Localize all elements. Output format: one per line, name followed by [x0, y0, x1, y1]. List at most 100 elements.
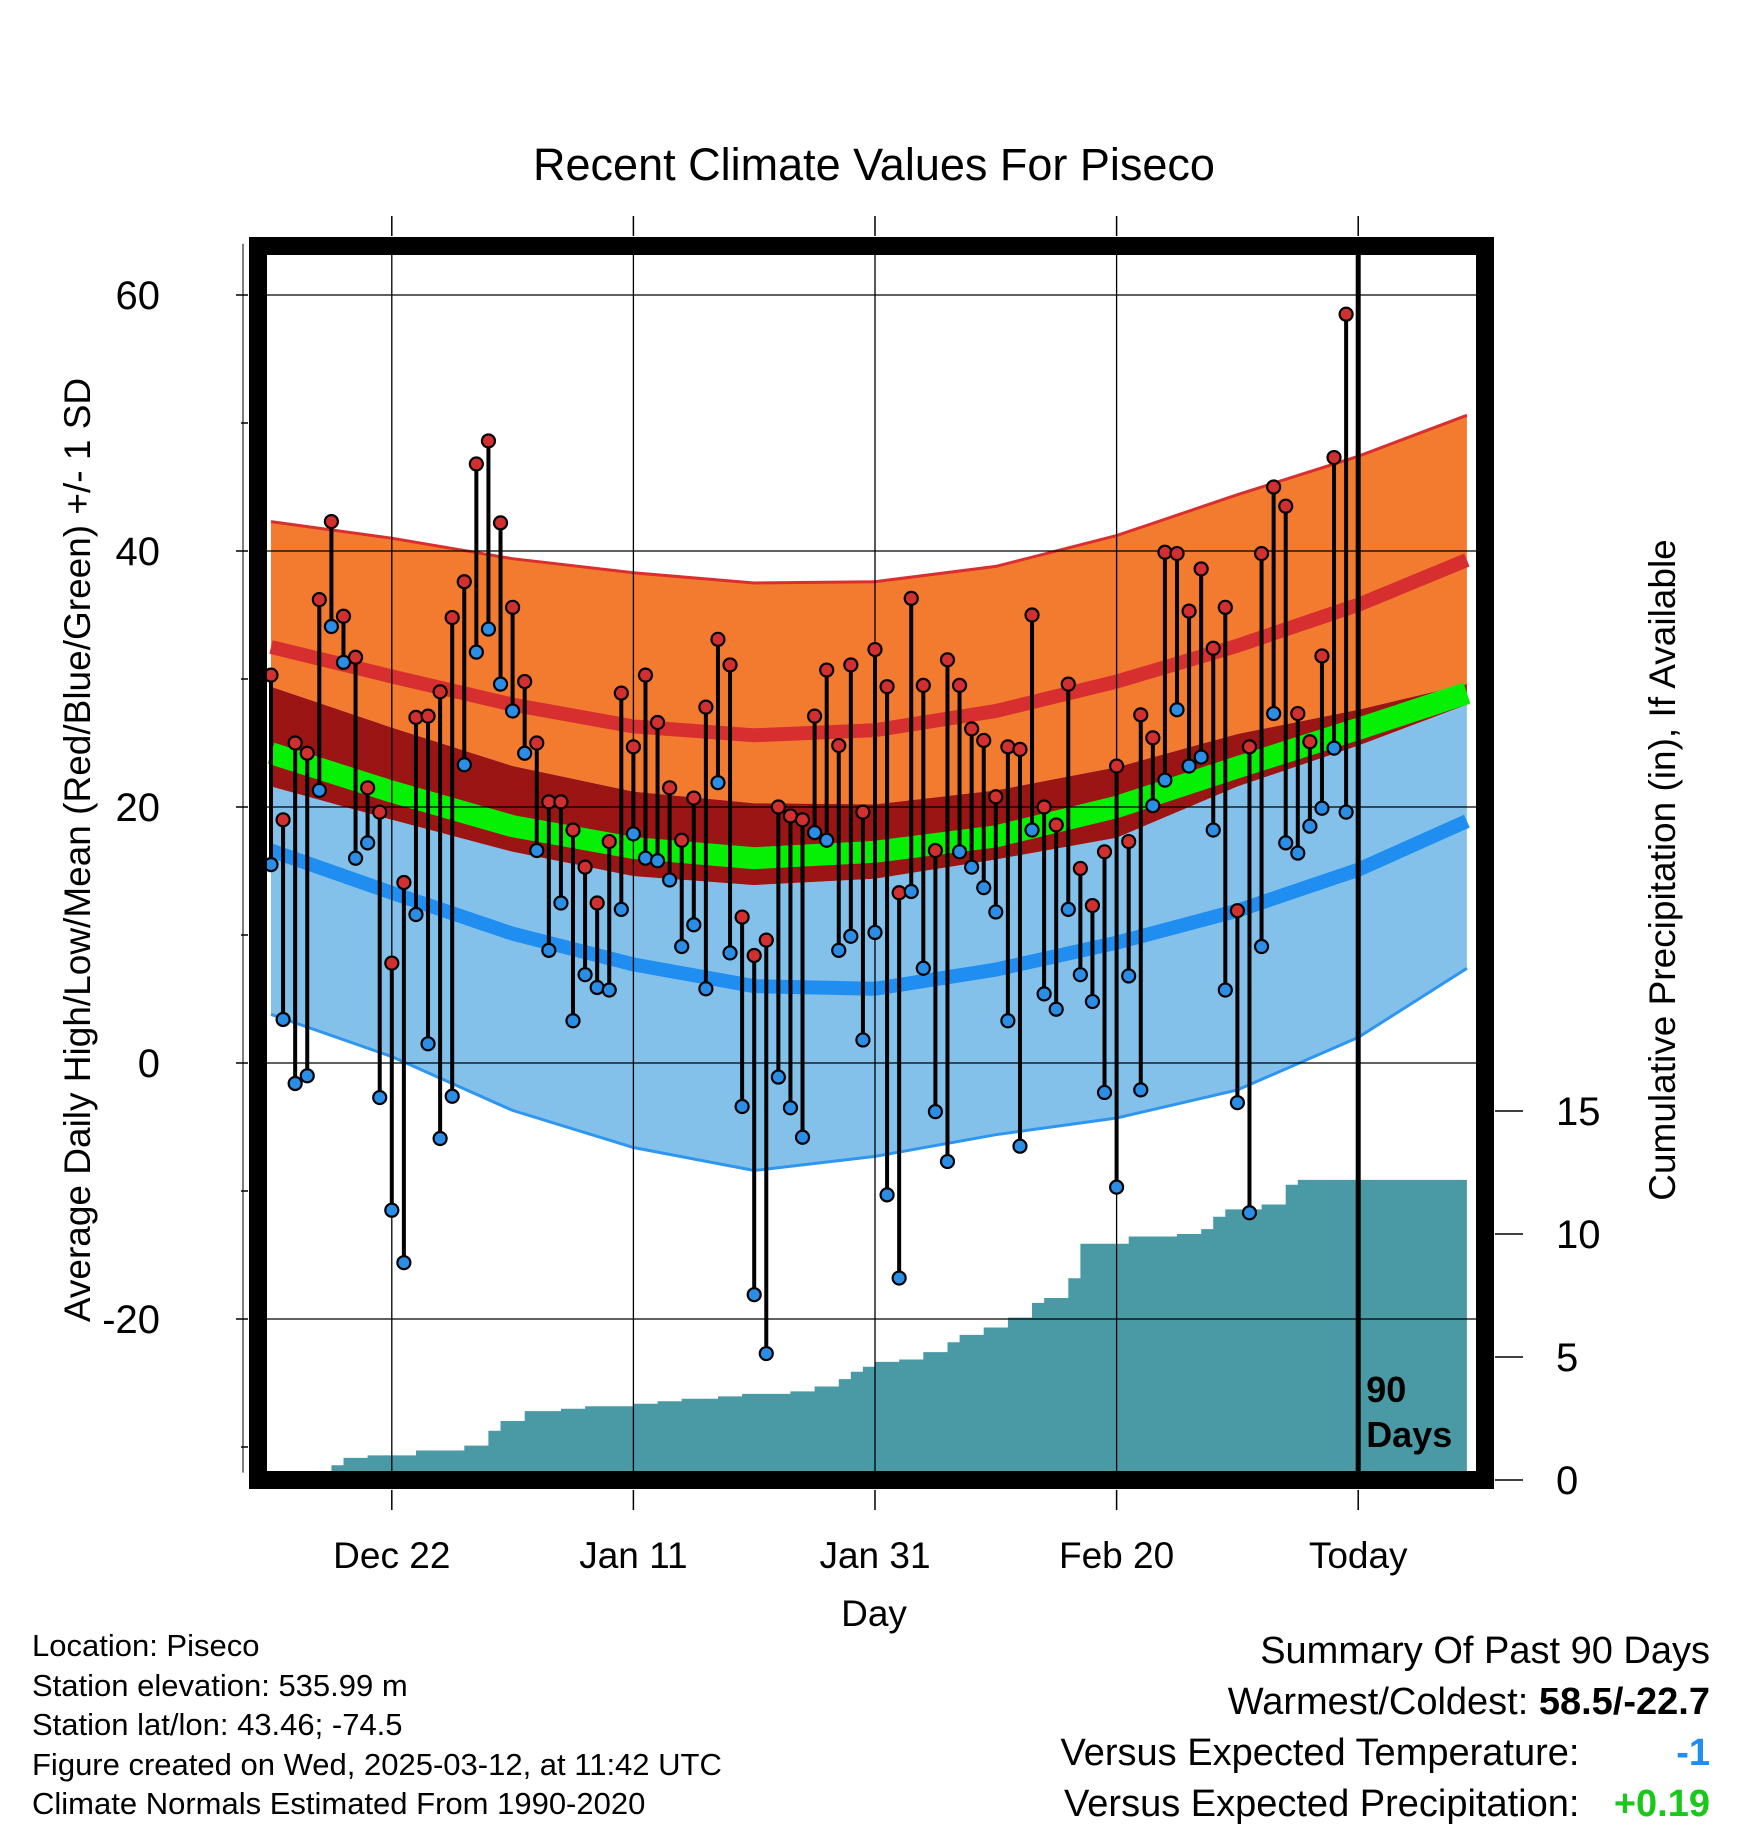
warm-cold-label: Warmest/Coldest:	[1227, 1681, 1539, 1723]
low-point	[625, 826, 642, 842]
low-point	[1012, 1138, 1028, 1154]
low-point	[903, 883, 919, 900]
x-tick-label: Jan 11	[579, 1535, 687, 1576]
low-point	[649, 853, 666, 869]
high-point	[1314, 648, 1330, 664]
low-point	[1181, 758, 1197, 774]
low-point	[1084, 993, 1101, 1010]
high-point	[734, 909, 750, 925]
low-point	[565, 1013, 581, 1029]
station-info: Location: Piseco Station elevation: 535.…	[32, 1626, 722, 1824]
low-point	[782, 1100, 799, 1116]
low-point	[372, 1089, 388, 1106]
high-point	[625, 739, 642, 755]
high-point	[1108, 758, 1125, 774]
high-point	[335, 608, 352, 624]
created-text: Figure created on Wed, 2025-03-12, at 11…	[32, 1746, 722, 1782]
low-point	[408, 906, 424, 923]
high-point	[444, 609, 460, 626]
low-point	[1314, 800, 1330, 816]
low-point	[541, 942, 557, 958]
low-point	[1169, 702, 1185, 718]
low-point	[1241, 1205, 1258, 1221]
low-point	[323, 618, 339, 635]
high-point	[1145, 730, 1161, 746]
high-point	[456, 574, 472, 590]
low-point	[867, 924, 883, 941]
low-point	[951, 844, 968, 860]
low-point	[1048, 1001, 1064, 1017]
high-point	[323, 513, 339, 530]
x-tick-label: Jan 31	[819, 1535, 930, 1576]
high-point	[1193, 561, 1209, 577]
high-point	[915, 677, 931, 694]
low-point	[275, 1011, 291, 1028]
low-point	[287, 1075, 303, 1092]
high-point	[1169, 545, 1185, 562]
low-point	[1121, 968, 1137, 984]
low-point	[613, 901, 629, 918]
high-point	[347, 649, 364, 665]
y2-axis-label: Cumulative Precipitation (in), If Availa…	[1642, 539, 1683, 1201]
low-point	[637, 850, 654, 866]
low-point	[529, 842, 545, 859]
high-point	[517, 673, 533, 690]
high-point	[360, 780, 376, 796]
high-point	[1012, 741, 1028, 758]
low-point	[1338, 804, 1354, 820]
high-point	[287, 735, 303, 751]
chart-title: Recent Climate Values For Piseco	[533, 139, 1215, 190]
low-point	[1000, 1013, 1016, 1029]
high-point	[372, 804, 388, 820]
high-point	[601, 833, 617, 850]
high-point	[831, 737, 847, 754]
axes: -20 0 20 40 60 Dec 22 Jan 11 Jan 31 Feb 20 Today 0…	[102, 216, 1601, 1576]
y-tick-label: -20	[102, 1298, 160, 1342]
high-point	[504, 599, 521, 615]
low-point	[758, 1345, 774, 1362]
low-point	[553, 895, 569, 911]
x-tick-label: Dec 22	[333, 1535, 450, 1576]
high-normal-band	[271, 415, 1467, 805]
low-point	[1253, 938, 1270, 955]
low-point	[855, 1032, 871, 1048]
x-tick-label: Feb 20	[1059, 1535, 1174, 1576]
precip-value: +0.19	[1613, 1783, 1710, 1825]
y2-tick-label: 10	[1556, 1213, 1601, 1257]
high-point	[746, 947, 762, 964]
high-point	[408, 709, 424, 726]
low-point	[879, 1187, 895, 1203]
high-point	[492, 515, 509, 531]
low-point	[734, 1098, 750, 1115]
high-point	[1181, 603, 1197, 619]
high-point	[1024, 607, 1040, 623]
low-point	[1229, 1095, 1246, 1111]
high-point	[1157, 544, 1173, 560]
latlon-text: Station lat/lon: 43.46; -74.5	[32, 1707, 403, 1742]
high-point	[1084, 897, 1101, 914]
high-point	[275, 812, 291, 828]
low-point	[311, 782, 327, 798]
low-point	[1024, 822, 1040, 838]
low-point	[1193, 749, 1209, 765]
high-point	[1229, 903, 1246, 919]
high-point	[1326, 449, 1342, 466]
low-point	[492, 676, 509, 692]
elevation-text: Station elevation: 535.99 m	[32, 1667, 408, 1703]
high-point	[480, 433, 497, 449]
x-tick-label: Today	[1309, 1535, 1408, 1576]
low-point	[589, 979, 605, 996]
low-point	[806, 824, 823, 841]
low-point	[601, 982, 617, 998]
low-point	[1266, 705, 1282, 722]
low-point	[577, 967, 593, 983]
low-point	[794, 1129, 811, 1145]
high-point	[1278, 498, 1294, 514]
high-point	[420, 708, 436, 724]
high-point	[1217, 599, 1233, 615]
low-normal-band	[271, 704, 1467, 1171]
high-point	[1302, 734, 1318, 750]
temp-value: -1	[1676, 1732, 1710, 1774]
summary-panel: Summary Of Past 90 Days Warmest/Coldest:…	[1061, 1626, 1710, 1830]
